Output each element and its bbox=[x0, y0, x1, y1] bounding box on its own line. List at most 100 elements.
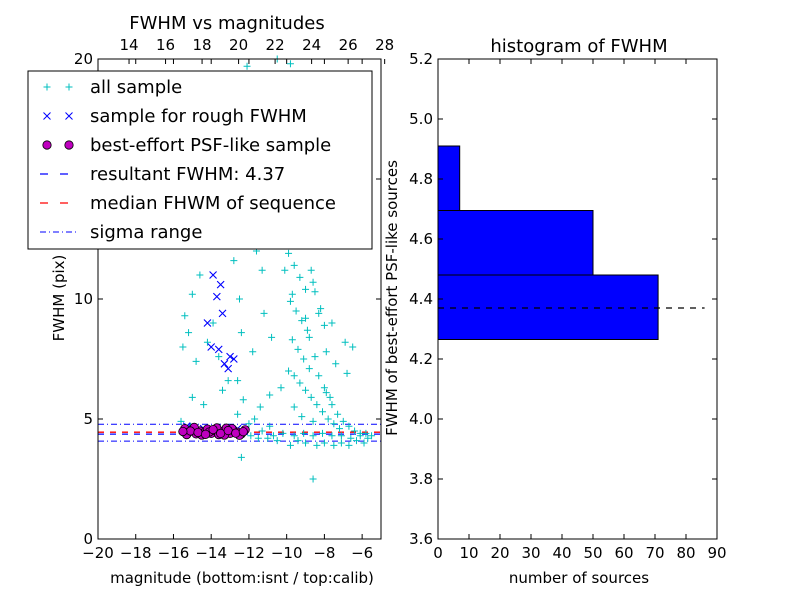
all-sample-point bbox=[243, 62, 251, 70]
x-tick-label: 30 bbox=[521, 544, 540, 562]
all-sample-point bbox=[345, 441, 353, 449]
x-tick-label: 0 bbox=[433, 544, 443, 562]
all-sample-point bbox=[266, 422, 274, 430]
all-sample-point bbox=[188, 393, 196, 401]
all-sample-point bbox=[177, 417, 185, 425]
legend-plus-marker bbox=[65, 83, 73, 91]
legend-plus-marker bbox=[43, 83, 51, 91]
all-sample-point bbox=[300, 355, 308, 363]
all-sample-point bbox=[322, 348, 330, 356]
psf-like-point bbox=[200, 429, 211, 439]
all-sample-point bbox=[352, 437, 360, 445]
all-sample-point bbox=[328, 401, 336, 409]
legend-item: sample for rough FWHM bbox=[43, 106, 307, 127]
all-sample-point bbox=[290, 432, 298, 440]
all-sample-point bbox=[313, 401, 321, 409]
rough-fwhm-point bbox=[229, 355, 238, 363]
top-tick-label: 24 bbox=[302, 36, 321, 54]
all-sample-point bbox=[360, 439, 368, 447]
y-tick-label: 4.2 bbox=[409, 350, 433, 368]
y-tick-label: 4.0 bbox=[409, 410, 433, 428]
psf-like-point bbox=[223, 425, 233, 436]
all-sample-point bbox=[302, 314, 310, 322]
all-sample-point bbox=[192, 357, 200, 365]
left-plot-border bbox=[97, 58, 382, 540]
right-x-axis-label: number of sources bbox=[509, 569, 649, 587]
all-sample-point bbox=[319, 408, 327, 416]
y-tick-label: 5.0 bbox=[409, 110, 433, 128]
x-tick-label: −14 bbox=[195, 544, 227, 562]
histogram-bar bbox=[437, 145, 461, 211]
x-tick-label: 40 bbox=[552, 544, 571, 562]
all-sample-point bbox=[330, 420, 338, 428]
all-sample-point bbox=[279, 429, 287, 437]
all-sample-point bbox=[249, 348, 257, 356]
all-sample-point bbox=[290, 403, 298, 411]
all-sample-point bbox=[251, 415, 259, 423]
all-sample-point bbox=[317, 305, 325, 313]
all-sample-point bbox=[219, 386, 227, 394]
all-sample-point bbox=[247, 432, 255, 440]
all-sample-point bbox=[181, 312, 189, 320]
right-plot-border bbox=[437, 58, 718, 540]
all-sample-point bbox=[315, 372, 323, 380]
legend-item: best-effort PSF-like sample bbox=[42, 135, 331, 156]
all-sample-point bbox=[237, 329, 245, 337]
all-sample-point bbox=[285, 249, 293, 257]
psf-like-points bbox=[178, 422, 250, 440]
x-tick-label: 10 bbox=[459, 544, 478, 562]
legend-label: sample for rough FWHM bbox=[90, 106, 307, 127]
y-tick-label: 5.2 bbox=[409, 50, 433, 68]
all-sample-point bbox=[188, 290, 196, 298]
top-tick-label: 18 bbox=[193, 36, 212, 54]
all-sample-point bbox=[258, 427, 266, 435]
legend-label: median FHWM of sequence bbox=[90, 193, 336, 214]
all-sample-point bbox=[298, 317, 306, 325]
all-sample-point bbox=[290, 261, 298, 269]
all-sample-point bbox=[309, 278, 317, 286]
legend-label: resultant FWHM: 4.37 bbox=[90, 164, 285, 185]
rough-fwhm-point bbox=[220, 359, 229, 368]
legend-item: median FHWM of sequence bbox=[40, 193, 336, 214]
all-sample-point bbox=[311, 353, 319, 361]
histogram-bar bbox=[437, 210, 594, 276]
all-sample-point bbox=[196, 271, 204, 279]
all-sample-point bbox=[311, 288, 319, 296]
all-sample-point bbox=[305, 365, 313, 373]
legend-item: sigma range bbox=[40, 222, 202, 243]
all-sample-point bbox=[307, 266, 315, 274]
x-tick-label: 90 bbox=[707, 544, 726, 562]
top-tick-label: 22 bbox=[266, 36, 285, 54]
histogram-bar bbox=[437, 274, 659, 340]
all-sample-point bbox=[319, 429, 327, 437]
all-sample-point bbox=[326, 393, 334, 401]
y-tick-label: 5 bbox=[83, 410, 93, 428]
left-legend: all sample sample for rough FWHM best-effo… bbox=[27, 70, 373, 250]
rough-fwhm-point bbox=[214, 345, 223, 354]
x-tick-label: −6 bbox=[351, 544, 373, 562]
all-sample-point bbox=[334, 410, 342, 418]
all-sample-point bbox=[254, 434, 262, 442]
legend-circle-marker bbox=[64, 140, 74, 150]
all-sample-point bbox=[324, 415, 332, 423]
all-sample-point bbox=[322, 389, 330, 397]
all-sample-point bbox=[343, 369, 351, 377]
psf-like-point bbox=[193, 427, 203, 438]
all-sample-point bbox=[300, 429, 308, 437]
top-tick-label: 28 bbox=[375, 36, 394, 54]
all-sample-point bbox=[298, 413, 306, 421]
x-tick-label: −16 bbox=[158, 544, 190, 562]
left-x-tick-labels: −20 −18 −16 −14 −12 −10 −8 −6 bbox=[82, 544, 373, 562]
rough-fwhm-point bbox=[216, 280, 225, 289]
x-tick-label: −20 bbox=[82, 544, 114, 562]
all-sample-point bbox=[307, 393, 315, 401]
all-sample-point bbox=[288, 290, 296, 298]
all-sample-point bbox=[286, 441, 294, 449]
all-sample-point bbox=[341, 338, 349, 346]
rough-fwhm-point bbox=[218, 309, 227, 318]
y-tick-label: 0 bbox=[83, 530, 93, 548]
left-y-axis-label: FWHM (pix) bbox=[50, 255, 68, 342]
all-sample-point bbox=[200, 401, 208, 409]
x-tick-label: 60 bbox=[614, 544, 633, 562]
